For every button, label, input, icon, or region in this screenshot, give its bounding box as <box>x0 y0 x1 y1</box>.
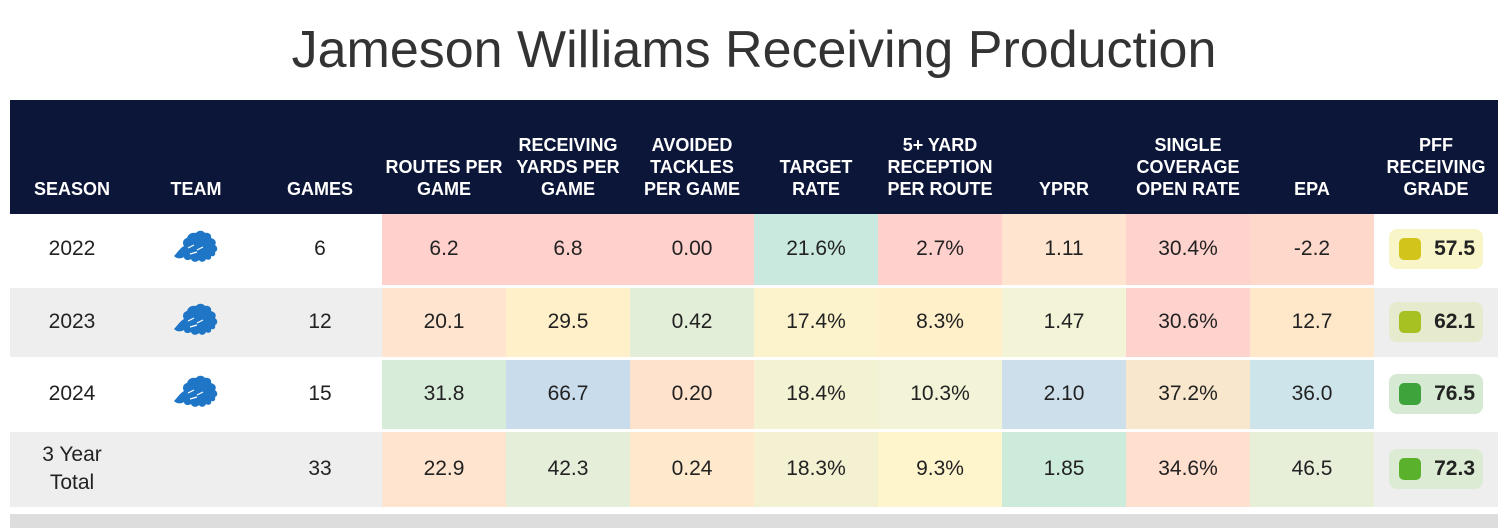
col-header-five-yard: 5+ YARD RECEPTION PER ROUTE <box>887 135 993 199</box>
receiving-yards-per-game-cell: 66.7 <box>506 358 630 432</box>
routes-per-game-cell: 31.8 <box>382 358 506 432</box>
table-header: SEASON TEAM GAMES ROUTES PER GAME RECEIV… <box>10 100 1498 214</box>
grade-cell: 62.1 <box>1374 286 1498 360</box>
epa-cell: 12.7 <box>1250 286 1374 360</box>
routes-per-game-cell: 6.2 <box>382 214 506 288</box>
routes-per-game-cell: 22.9 <box>382 430 506 510</box>
table-row: 2024 15 31.8 66.7 0.20 18.4% 10.3% 2.10 37.2% 36.… <box>10 358 1498 432</box>
receiving-yards-per-game-cell: 6.8 <box>506 214 630 288</box>
season-cell: 2022 <box>10 214 134 288</box>
yprr-cell: 1.47 <box>1002 286 1126 360</box>
epa-cell: 46.5 <box>1250 430 1374 510</box>
table-body: 2022 6 6.2 6.8 0.00 21.6% 2.7% 1.11 30.4% -2.2 57.… <box>10 214 1498 510</box>
grade-indicator-icon <box>1399 458 1421 480</box>
col-header-yards: RECEIVING YARDS PER GAME <box>516 135 620 199</box>
table-bottom-border <box>10 514 1498 528</box>
five-plus-yard-reception-per-route-cell: 9.3% <box>878 430 1002 510</box>
col-header-team: TEAM <box>170 179 222 199</box>
games-cell: 15 <box>258 358 382 432</box>
team-cell <box>134 286 258 360</box>
receiving-yards-per-game-cell: 42.3 <box>506 430 630 510</box>
grade-value: 76.5 <box>1434 382 1475 405</box>
grade-badge: 72.3 <box>1389 449 1483 489</box>
col-header-open-rate: SINGLE COVERAGE OPEN RATE <box>1136 135 1240 199</box>
single-coverage-open-rate-cell: 30.4% <box>1126 214 1250 288</box>
col-header-target-rate: TARGET RATE <box>779 157 853 199</box>
table-row: 3 Year Total 33 22.9 42.3 0.24 18.3% 9.3% 1.85 3… <box>10 430 1498 510</box>
season-cell: 2024 <box>10 358 134 432</box>
single-coverage-open-rate-cell: 37.2% <box>1126 358 1250 432</box>
yprr-cell: 1.85 <box>1002 430 1126 510</box>
team-cell <box>134 358 258 432</box>
detroit-lions-logo-icon <box>170 231 222 271</box>
grade-indicator-icon <box>1399 311 1421 333</box>
grade-cell: 72.3 <box>1374 430 1498 510</box>
grade-badge: 76.5 <box>1389 374 1483 414</box>
avoided-tackles-per-game-cell: 0.00 <box>630 214 754 288</box>
table-row: 2023 12 20.1 29.5 0.42 17.4% 8.3% 1.47 30.6% 12.7… <box>10 286 1498 360</box>
routes-per-game-cell: 20.1 <box>382 286 506 360</box>
target-rate-cell: 18.3% <box>754 430 878 510</box>
grade-indicator-icon <box>1399 238 1421 261</box>
games-cell: 33 <box>258 430 382 510</box>
grade-value: 62.1 <box>1434 310 1475 333</box>
grade-cell: 57.5 <box>1374 214 1498 288</box>
single-coverage-open-rate-cell: 30.6% <box>1126 286 1250 360</box>
target-rate-cell: 18.4% <box>754 358 878 432</box>
single-coverage-open-rate-cell: 34.6% <box>1126 430 1250 510</box>
yprr-cell: 1.11 <box>1002 214 1126 288</box>
epa-cell: -2.2 <box>1250 214 1374 288</box>
receiving-yards-per-game-cell: 29.5 <box>506 286 630 360</box>
stats-table: SEASON TEAM GAMES ROUTES PER GAME RECEIV… <box>10 100 1498 510</box>
avoided-tackles-per-game-cell: 0.24 <box>630 430 754 510</box>
grade-value: 72.3 <box>1434 457 1475 480</box>
table-row: 2022 6 6.2 6.8 0.00 21.6% 2.7% 1.11 30.4% -2.2 57.… <box>10 214 1498 288</box>
detroit-lions-logo-icon <box>170 303 222 344</box>
grade-badge: 57.5 <box>1389 229 1483 270</box>
five-plus-yard-reception-per-route-cell: 8.3% <box>878 286 1002 360</box>
team-cell <box>134 214 258 288</box>
detroit-lions-logo-icon <box>170 375 222 416</box>
col-header-grade: PFF RECEIVING GRADE <box>1386 135 1486 199</box>
page-title: Jameson Williams Receiving Production <box>291 21 1217 79</box>
col-header-games: GAMES <box>286 179 353 199</box>
epa-cell: 36.0 <box>1250 358 1374 432</box>
avoided-tackles-per-game-cell: 0.20 <box>630 358 754 432</box>
grade-indicator-icon <box>1399 383 1421 405</box>
target-rate-cell: 21.6% <box>754 214 878 288</box>
grade-cell: 76.5 <box>1374 358 1498 432</box>
col-header-yprr: YPRR <box>1038 179 1089 199</box>
yprr-cell: 2.10 <box>1002 358 1126 432</box>
grade-badge: 62.1 <box>1389 302 1483 342</box>
five-plus-yard-reception-per-route-cell: 10.3% <box>878 358 1002 432</box>
grade-value: 57.5 <box>1434 237 1475 261</box>
five-plus-yard-reception-per-route-cell: 2.7% <box>878 214 1002 288</box>
games-cell: 12 <box>258 286 382 360</box>
col-header-avoided-tackles: AVOIDED TACKLES PER GAME <box>643 135 740 199</box>
avoided-tackles-per-game-cell: 0.42 <box>630 286 754 360</box>
season-cell: 2023 <box>10 286 134 360</box>
target-rate-cell: 17.4% <box>754 286 878 360</box>
col-header-season: SEASON <box>33 179 111 199</box>
games-cell: 6 <box>258 214 382 288</box>
col-header-routes: ROUTES PER GAME <box>385 157 503 199</box>
season-cell: 3 Year Total <box>10 430 134 510</box>
team-cell <box>134 430 258 510</box>
col-header-epa: EPA <box>1294 179 1330 199</box>
